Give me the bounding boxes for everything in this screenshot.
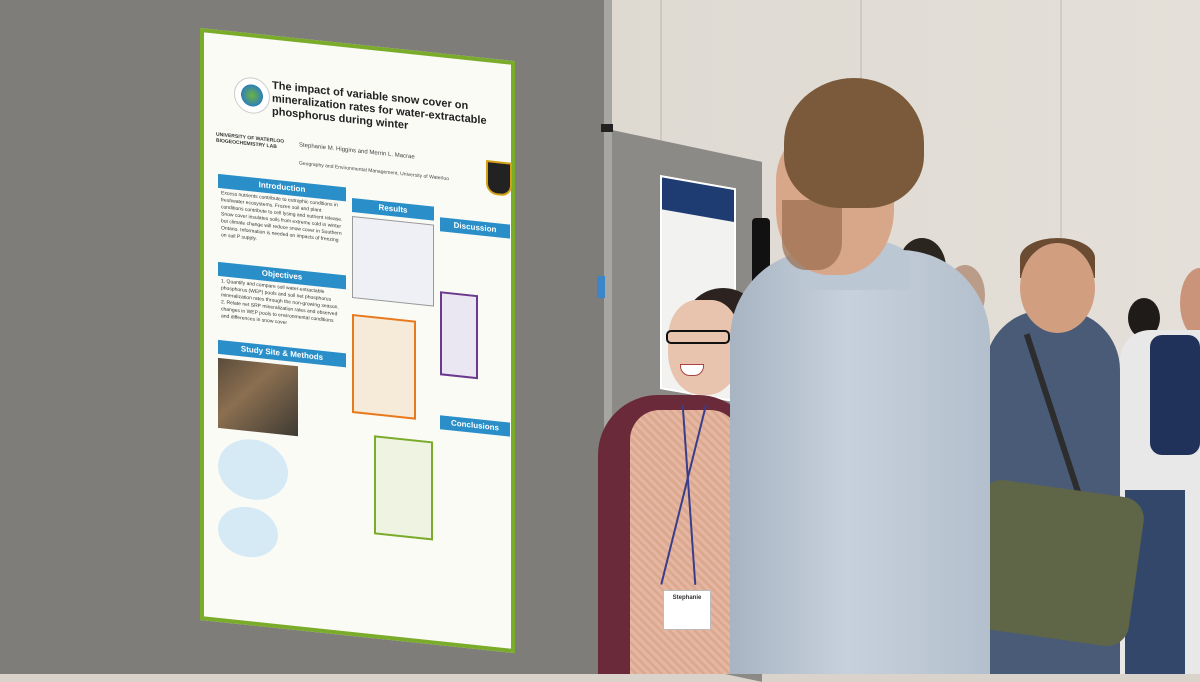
research-poster: UNIVERSITY OF WATERLOO BIOGEOCHEMISTRY L… bbox=[200, 28, 515, 654]
visitor-shirt bbox=[730, 250, 990, 674]
visitor-beard bbox=[782, 200, 842, 270]
conclusions-heading: Conclusions bbox=[440, 415, 510, 437]
results-plot-wep bbox=[352, 313, 416, 420]
board-number-tag bbox=[601, 124, 613, 132]
visitor-hair bbox=[784, 78, 924, 208]
lab-name: UNIVERSITY OF WATERLOO BIOGEOCHEMISTRY L… bbox=[216, 132, 296, 152]
poster-board-frame bbox=[604, 0, 612, 674]
attendee-head bbox=[1180, 268, 1200, 338]
poster-title: The impact of variable snow cover on min… bbox=[272, 79, 487, 132]
backpack bbox=[1150, 335, 1200, 455]
shoulder-bag bbox=[962, 477, 1147, 649]
results-section: Results bbox=[352, 197, 434, 541]
introduction-section: Introduction Excess nutrients contribute… bbox=[218, 173, 346, 254]
results-plot-mineralization bbox=[374, 435, 433, 541]
objectives-section: Objectives 1. Quantify and compare soil … bbox=[218, 261, 346, 335]
presenter-face bbox=[668, 300, 740, 395]
site-photo bbox=[218, 357, 298, 437]
method-diagram-2 bbox=[218, 503, 278, 561]
discussion-heading: Discussion bbox=[440, 217, 510, 239]
blue-tag bbox=[597, 276, 605, 298]
university-crest-icon bbox=[486, 160, 512, 197]
wall-seam bbox=[1060, 0, 1062, 330]
results-plot-temperature bbox=[352, 215, 434, 307]
name-badge: Stephanie bbox=[663, 590, 711, 630]
lab-logo-icon bbox=[234, 75, 270, 116]
discussion-plot bbox=[440, 291, 478, 380]
glasses-icon bbox=[666, 330, 730, 344]
badge-name: Stephanie bbox=[672, 595, 702, 601]
discussion-section: Discussion Conclusions bbox=[440, 217, 510, 437]
method-diagram bbox=[218, 435, 288, 504]
attendee-head bbox=[1020, 243, 1095, 333]
study-site-section: Study Site & Methods bbox=[218, 339, 346, 567]
